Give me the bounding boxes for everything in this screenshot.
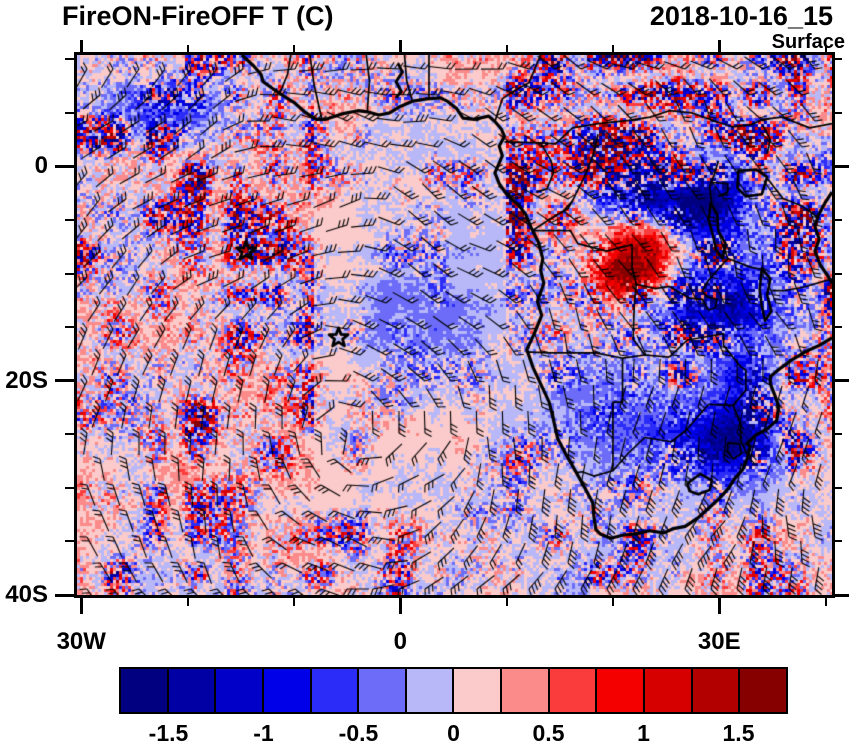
colorbar-tick-label: 0.5: [532, 720, 565, 746]
map-canvas: [77, 55, 832, 595]
x-axis-tick: [398, 597, 402, 614]
y-axis-tick: [833, 433, 842, 436]
y-axis-tick: [833, 326, 842, 329]
plot-title: FireON-FireOFF T (C): [62, 1, 334, 31]
colorbar-cell: [502, 669, 550, 712]
y-axis-tick: [65, 486, 75, 489]
colorbar-cell: [740, 669, 786, 712]
colorbar-cell: [645, 669, 693, 712]
y-axis-tick: [65, 219, 75, 221]
colorbar-cell: [168, 669, 217, 712]
x-axis-tick-label: 0: [393, 628, 407, 655]
colorbar-cell: [359, 669, 407, 712]
x-axis-tick: [505, 597, 508, 606]
y-axis-tick: [65, 111, 75, 114]
y-axis-tick: [833, 540, 842, 543]
colorbar-tick-label: -0.5: [338, 720, 379, 746]
colorbar-cell: [121, 669, 169, 712]
plot-datetime: 2018-10-16_15: [649, 1, 833, 31]
colorbar-cell: [263, 669, 312, 712]
colorbar-cell: [692, 669, 741, 712]
x-axis-tick: [186, 45, 189, 53]
y-axis-tick: [55, 593, 75, 597]
colorbar-cell: [549, 669, 598, 712]
y-axis-tick: [55, 164, 75, 168]
colorbar-cell: [597, 669, 646, 712]
x-axis-tick: [186, 597, 189, 606]
x-axis-tick: [79, 597, 83, 614]
x-axis-tick: [292, 597, 295, 606]
colorbar-tick-label: 1: [637, 720, 650, 746]
y-axis-tick: [833, 272, 842, 275]
y-axis-tick-label: 20S: [5, 366, 48, 394]
colorbar-cell: [311, 669, 360, 712]
x-axis-tick-label: 30W: [56, 628, 106, 655]
x-axis-tick: [717, 597, 721, 614]
y-axis-tick: [833, 111, 842, 114]
x-axis-tick: [505, 45, 508, 53]
x-axis-tick: [398, 40, 402, 53]
y-axis-tick: [833, 379, 849, 383]
y-axis-tick: [65, 326, 75, 329]
y-axis-tick: [833, 58, 842, 61]
y-axis-tick: [65, 58, 75, 61]
colorbar-tick-label: -1: [253, 720, 274, 746]
colorbar: [119, 667, 788, 714]
y-axis-tick: [833, 164, 849, 168]
y-axis-tick: [65, 272, 75, 275]
x-axis-tick: [79, 40, 83, 53]
x-axis-tick: [292, 45, 295, 53]
x-axis-tick: [611, 45, 614, 53]
colorbar-tick-label: 1.5: [722, 720, 755, 746]
colorbar-cell: [454, 669, 503, 712]
colorbar-tick-label: 0: [447, 720, 460, 746]
y-axis-tick: [833, 486, 842, 489]
y-axis-tick: [833, 219, 842, 221]
y-axis-tick-label: 40S: [5, 581, 48, 608]
y-axis-tick: [833, 593, 849, 597]
y-axis-tick: [55, 379, 75, 383]
x-axis-tick: [824, 597, 827, 606]
colorbar-cell: [406, 669, 455, 712]
x-axis-tick: [717, 40, 721, 53]
x-axis-tick: [824, 45, 827, 53]
y-axis-tick-label: 0: [34, 152, 48, 180]
colorbar-cell: [216, 669, 264, 712]
colorbar-tick-label: -1.5: [148, 720, 189, 746]
y-axis-tick: [65, 540, 75, 543]
x-axis-tick-label: 30E: [697, 628, 741, 655]
y-axis-tick: [65, 433, 75, 436]
x-axis-tick: [611, 597, 614, 606]
plot-level-label: Surface: [771, 31, 845, 53]
